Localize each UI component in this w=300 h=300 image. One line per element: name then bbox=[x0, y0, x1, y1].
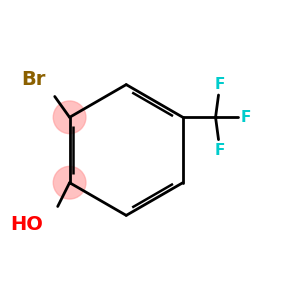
Text: HO: HO bbox=[10, 215, 43, 234]
Circle shape bbox=[53, 101, 86, 134]
Text: F: F bbox=[215, 142, 225, 158]
Circle shape bbox=[53, 166, 86, 199]
Text: Br: Br bbox=[21, 70, 46, 89]
Text: F: F bbox=[241, 110, 251, 125]
Text: F: F bbox=[215, 77, 225, 92]
